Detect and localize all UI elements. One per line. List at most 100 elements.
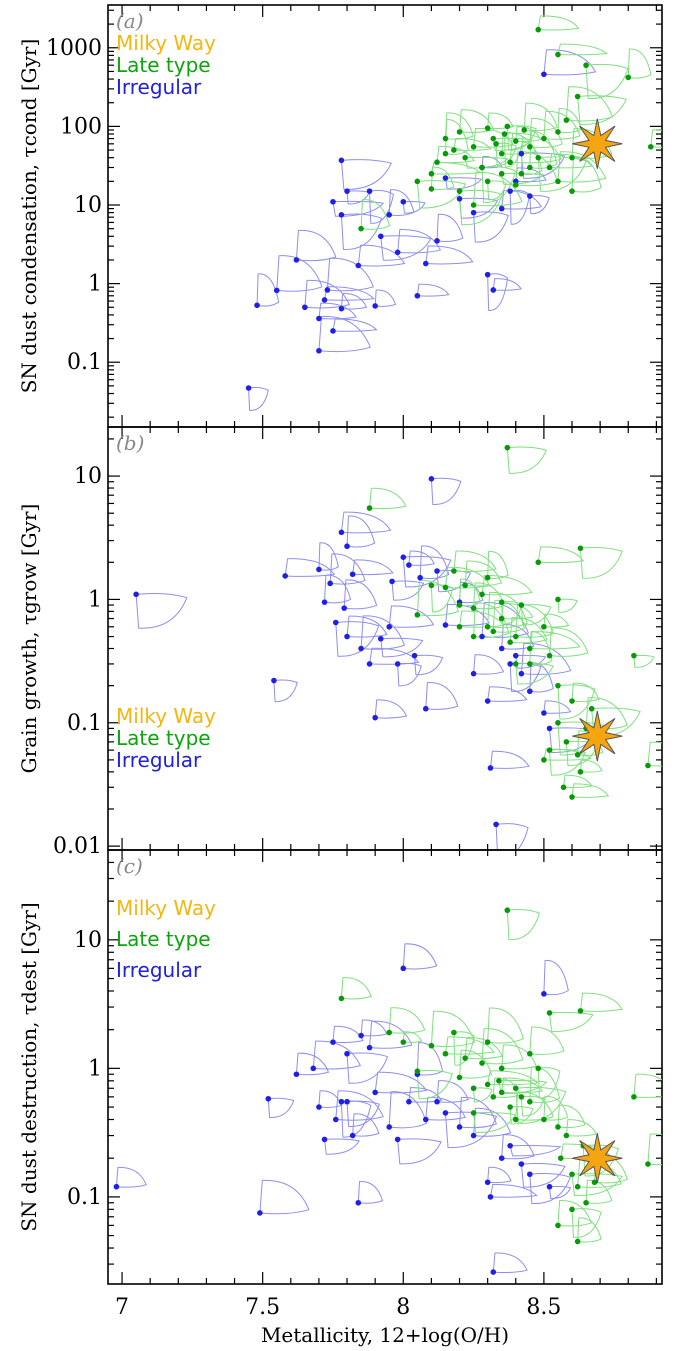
error-contour <box>509 617 548 644</box>
error-contour <box>430 584 454 613</box>
irregular-point <box>417 574 423 581</box>
irregular-point <box>456 1124 463 1130</box>
irregular-point <box>434 568 440 574</box>
error-contour <box>515 167 547 183</box>
irregular-point <box>310 1065 317 1072</box>
late-type-point <box>451 147 457 153</box>
error-contour <box>509 1144 562 1157</box>
late-type-point <box>490 135 497 142</box>
irregular-point <box>330 328 336 334</box>
x-axis-label: Metallicity, 12+log(O/H) <box>261 1323 509 1347</box>
error-contour <box>273 679 298 703</box>
late-type-point <box>484 1039 491 1045</box>
error-contour <box>509 189 531 225</box>
legend-entry: Late type <box>116 927 211 951</box>
error-contour <box>416 579 459 617</box>
late-type-point <box>560 784 567 791</box>
error-contour <box>509 132 562 164</box>
error-contour <box>397 662 422 687</box>
error-contour <box>504 132 524 168</box>
error-contour <box>343 579 378 610</box>
error-contour <box>520 643 572 675</box>
late-type-point <box>490 1094 497 1100</box>
y-tick-label: 0.1 <box>67 1185 102 1210</box>
irregular-point <box>316 1104 322 1110</box>
irregular-point <box>507 1142 513 1149</box>
y-tick-label: 1 <box>88 1056 102 1081</box>
irregular-point <box>273 287 280 294</box>
irregular-point <box>484 698 491 704</box>
irregular-point <box>338 1098 345 1105</box>
error-contour <box>248 386 269 411</box>
irregular-point <box>400 198 407 205</box>
irregular-point <box>265 1095 272 1102</box>
error-contour <box>458 1096 498 1129</box>
error-contour <box>548 1011 594 1032</box>
late-type-point <box>555 129 561 135</box>
error-contour <box>430 166 455 190</box>
error-contour <box>543 959 569 996</box>
error-contour <box>557 151 607 183</box>
irregular-point <box>355 1199 362 1206</box>
irregular-point <box>254 302 260 309</box>
late-type-point <box>501 131 508 137</box>
error-contour <box>368 487 407 510</box>
irregular-point <box>422 705 429 712</box>
irregular-point <box>470 1132 477 1139</box>
y-tick-label: 0.01 <box>53 834 102 859</box>
irregular-point <box>302 304 308 311</box>
late-type-point <box>366 505 373 511</box>
late-type-point <box>479 591 485 598</box>
late-type-point <box>451 568 457 574</box>
late-type-point <box>535 154 542 161</box>
error-contour <box>520 1163 566 1188</box>
error-contour <box>495 823 529 850</box>
error-contour <box>357 1181 384 1204</box>
late-type-point <box>512 138 519 144</box>
x-tick-label: 8.5 <box>526 1295 561 1320</box>
error-contour <box>577 95 627 125</box>
error-contour <box>487 591 528 629</box>
irregular-point <box>332 619 339 626</box>
error-contour <box>335 1090 384 1121</box>
irregular-point <box>358 1032 364 1039</box>
error-contour <box>318 315 371 353</box>
error-contour <box>444 177 483 190</box>
y-tick-label: 1000 <box>46 36 102 61</box>
late-type-point <box>546 1010 553 1016</box>
late-type-point <box>456 188 463 194</box>
error-contour <box>577 1217 602 1243</box>
error-contour <box>335 621 380 657</box>
error-contour <box>402 1031 423 1043</box>
error-contour <box>346 1052 389 1084</box>
error-contour <box>340 292 368 310</box>
error-contour <box>473 1087 493 1103</box>
error-contour <box>633 654 655 668</box>
irregular-point <box>245 385 252 391</box>
error-contour <box>360 199 391 230</box>
irregular-point <box>344 543 350 550</box>
irregular-point <box>372 1089 378 1096</box>
error-contour <box>548 1185 572 1199</box>
late-type-point <box>470 1110 477 1116</box>
error-contour <box>537 15 580 31</box>
late-type-point <box>338 995 345 1002</box>
error-contour <box>543 613 570 628</box>
late-type-point <box>470 202 477 208</box>
late-type-point <box>462 154 468 161</box>
panel-c: 0.1 1 10 7 7.5 8 8.5 Metallicity, 12+log(O/H) SN… <box>17 849 663 1347</box>
late-type-point <box>498 150 505 157</box>
late-type-point <box>470 633 477 640</box>
error-contour <box>473 654 505 675</box>
error-contour <box>529 631 553 666</box>
legend-entry: Irregular <box>116 75 202 99</box>
error-contour <box>473 1107 512 1137</box>
error-contour <box>368 647 420 665</box>
error-contour <box>340 511 392 534</box>
irregular-point <box>541 71 547 78</box>
error-contour <box>481 166 516 204</box>
late-type-point <box>541 623 547 630</box>
error-contour <box>515 1086 567 1124</box>
error-contour <box>374 699 408 719</box>
error-contour <box>650 129 662 148</box>
